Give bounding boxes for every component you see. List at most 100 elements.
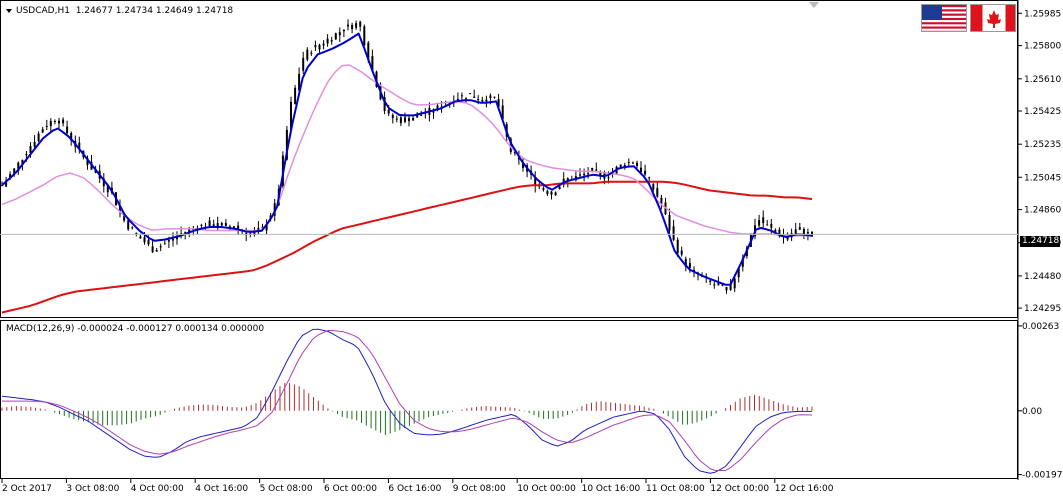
candle-body: [412, 118, 415, 121]
price-tick-label: 1.24480: [1024, 272, 1061, 282]
macd-tick-label: -0.001976: [1022, 471, 1063, 481]
macd-axis: 0.00263 0.00 -0.001976: [1018, 322, 1063, 481]
candle-body: [387, 109, 390, 114]
candle-body: [725, 287, 728, 291]
candle-body: [347, 24, 349, 27]
candle-body: [656, 188, 659, 197]
time-tick-label: 6 Oct 16:00: [388, 484, 441, 494]
candle-body: [802, 229, 805, 235]
candle-body: [66, 126, 69, 134]
candle-body: [676, 239, 679, 254]
candle-body: [294, 87, 297, 104]
candle-body: [497, 99, 500, 107]
candle-body: [489, 95, 492, 99]
candle-body: [172, 239, 174, 241]
candle-body: [302, 57, 305, 71]
macd-tick-label: 0.00: [1022, 407, 1042, 417]
candle-body: [737, 268, 740, 278]
candle-body: [306, 49, 309, 60]
candle-body: [9, 174, 12, 178]
candle-body: [762, 217, 765, 224]
candle-body: [310, 52, 313, 54]
candle-body: [420, 114, 423, 116]
time-axis: 2 Oct 2017 3 Oct 08:00 4 Oct 00:00 4 Oct 16…: [1, 479, 834, 494]
candle-body: [261, 226, 264, 229]
candle-body: [184, 232, 187, 234]
candle-body: [636, 162, 638, 166]
candle-body: [371, 56, 374, 71]
price-tick-label: 1.24860: [1024, 206, 1061, 216]
time-tick-label: 12 Oct 00:00: [710, 484, 769, 494]
candle-body: [408, 118, 410, 122]
symbol-timeframe-label: USDCAD,H1: [16, 6, 70, 16]
candle-body: [579, 174, 581, 176]
candle-body: [383, 97, 386, 111]
candle-body: [741, 258, 744, 267]
candle-body: [798, 227, 801, 230]
candle-body: [139, 236, 142, 239]
candle-body: [469, 93, 472, 95]
candle-body: [159, 246, 162, 248]
time-tick-label: 6 Oct 00:00: [324, 484, 377, 494]
candle-body: [456, 99, 459, 100]
mid-ma-line: [1, 64, 812, 237]
candle-body: [774, 229, 777, 232]
candle-body: [200, 224, 203, 226]
candle-body: [338, 32, 341, 36]
time-tick-label: 9 Oct 08:00: [453, 484, 506, 494]
candle-body: [652, 183, 655, 190]
candle-body: [37, 133, 40, 141]
candle-body: [619, 164, 622, 167]
candle-body: [163, 243, 166, 245]
candle-body: [5, 180, 8, 187]
candle-body: [86, 158, 89, 165]
candle-body: [591, 167, 594, 172]
candle-body: [465, 97, 467, 99]
time-tick-label: 3 Oct 08:00: [66, 484, 119, 494]
candle-body: [672, 226, 675, 240]
candle-body: [640, 167, 642, 173]
candle-body: [102, 178, 105, 187]
candle-body: [485, 99, 488, 103]
candle-body: [367, 42, 370, 60]
macd-tick-label: 0.00263: [1022, 322, 1059, 332]
candle-body: [70, 133, 73, 141]
candle-body: [623, 165, 626, 167]
chart-shift-marker-icon[interactable]: [809, 2, 819, 8]
dropdown-triangle-icon[interactable]: [6, 8, 12, 13]
current-price-tag: 1.24718: [1020, 236, 1060, 247]
candle-body: [770, 224, 773, 228]
candle-body: [62, 119, 65, 124]
candle-body: [127, 220, 130, 230]
candle-body: [713, 284, 716, 286]
candle-body: [806, 232, 809, 234]
moving-averages: [1, 32, 813, 314]
candle-body: [709, 280, 712, 282]
candle-body: [298, 73, 301, 91]
price-tick-label: 1.25425: [1024, 107, 1061, 117]
time-tick-label: 4 Oct 16:00: [195, 484, 248, 494]
candle-body: [53, 121, 56, 122]
candle-body: [326, 38, 329, 44]
candle-body: [631, 162, 634, 164]
candle-body: [21, 159, 24, 164]
canada-flag-icon: [970, 4, 1016, 32]
candle-body: [33, 142, 36, 147]
time-tick-label: 12 Oct 16:00: [775, 484, 834, 494]
candle-body: [155, 250, 158, 252]
candle-body: [123, 213, 126, 221]
candle-body: [58, 120, 60, 124]
candle-body: [237, 225, 240, 229]
candle-body: [599, 172, 602, 176]
candle-body: [143, 237, 146, 243]
time-tick-label: 10 Oct 16:00: [582, 484, 641, 494]
candle-body: [228, 226, 231, 228]
candle-body: [322, 43, 325, 46]
candle-body: [794, 229, 797, 235]
candle-body: [542, 188, 545, 190]
symbol-header: USDCAD,H1 1.24677 1.24734 1.24649 1.2471…: [6, 6, 233, 16]
macd-main-line: [1, 328, 812, 474]
candle-body: [359, 21, 362, 27]
